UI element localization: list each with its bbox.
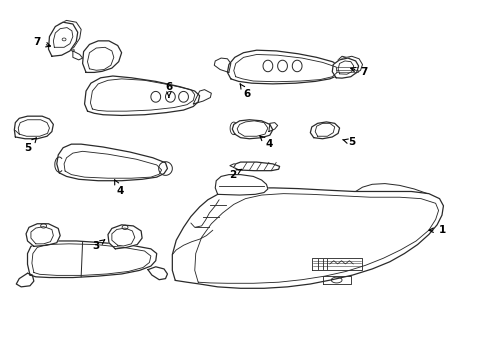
Polygon shape [335, 56, 362, 76]
Polygon shape [310, 122, 339, 139]
Text: 5: 5 [24, 138, 37, 153]
Polygon shape [16, 273, 34, 287]
Polygon shape [233, 162, 279, 171]
Polygon shape [57, 144, 167, 181]
Polygon shape [108, 225, 142, 249]
Polygon shape [214, 58, 230, 72]
Polygon shape [53, 21, 81, 53]
Polygon shape [215, 175, 267, 195]
Polygon shape [227, 50, 341, 84]
Polygon shape [148, 267, 167, 280]
Polygon shape [337, 56, 351, 71]
Text: 2: 2 [228, 169, 241, 180]
Polygon shape [14, 116, 53, 139]
Text: 6: 6 [240, 84, 250, 99]
Polygon shape [193, 90, 211, 104]
Polygon shape [84, 76, 199, 116]
Polygon shape [73, 51, 82, 60]
Text: 1: 1 [428, 225, 445, 235]
Text: 7: 7 [34, 37, 50, 47]
Text: 5: 5 [342, 138, 355, 147]
Polygon shape [82, 41, 122, 72]
Polygon shape [331, 58, 358, 78]
Polygon shape [26, 224, 60, 246]
Polygon shape [229, 164, 235, 167]
Polygon shape [48, 22, 78, 56]
Text: 6: 6 [165, 82, 172, 97]
Text: 4: 4 [260, 136, 272, 149]
Text: 4: 4 [114, 180, 123, 196]
Polygon shape [27, 241, 157, 278]
Polygon shape [172, 188, 443, 288]
Text: 7: 7 [350, 67, 367, 77]
Polygon shape [232, 120, 272, 139]
Polygon shape [268, 123, 277, 132]
Text: 3: 3 [92, 240, 104, 251]
